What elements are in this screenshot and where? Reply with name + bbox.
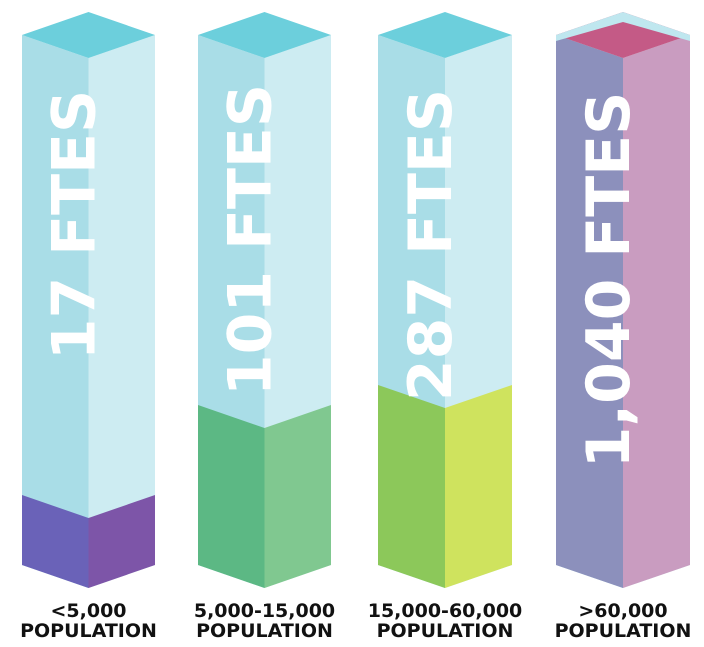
population-label: POPULATION (377, 620, 514, 642)
fill-right (88, 495, 155, 588)
fill-right (623, 35, 690, 588)
fill-left (198, 405, 265, 588)
fill-right (445, 385, 512, 588)
right-face (88, 35, 155, 588)
top-face (22, 12, 155, 58)
left-face (22, 35, 89, 588)
top-face (198, 12, 331, 58)
population-label: POPULATION (555, 620, 692, 642)
top-rim (556, 12, 690, 41)
population-label: <5,000 (50, 600, 126, 622)
top-face (378, 12, 512, 58)
population-label: >60,000 (578, 600, 667, 622)
fill-left (22, 495, 89, 588)
fill-right (264, 405, 331, 588)
fill-left (556, 35, 623, 588)
fte-label: 101 FTES (215, 84, 285, 396)
population-label: 5,000-15,000 (194, 600, 335, 622)
fte-label: 1,040 FTES (574, 92, 644, 469)
population-label: 15,000-60,000 (368, 600, 523, 622)
fte-label: 17 FTES (39, 90, 109, 361)
fte-label: 287 FTES (396, 89, 466, 401)
population-label: POPULATION (20, 620, 157, 642)
fill-left (378, 385, 445, 588)
population-label: POPULATION (196, 620, 333, 642)
